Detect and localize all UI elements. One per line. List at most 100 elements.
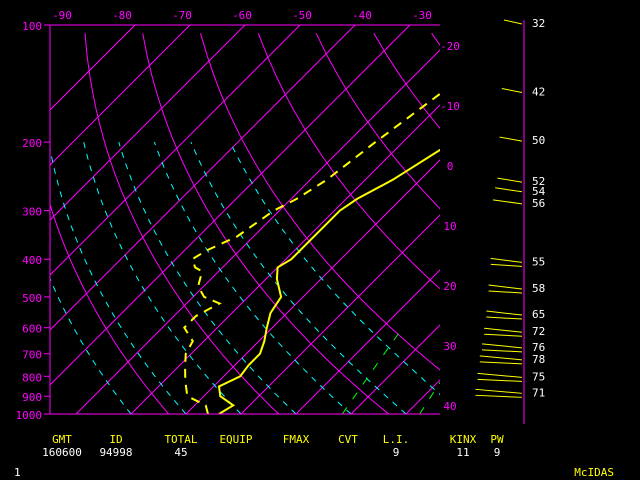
temperature-profile (217, 148, 440, 414)
wind-barb (488, 284, 523, 290)
top-temp-label: -70 (172, 9, 192, 22)
isotherm (626, 25, 640, 414)
pressure-label: 500 (22, 292, 42, 305)
dry-adiabat (373, 32, 440, 129)
wind-barb-flag (486, 316, 523, 320)
moist-adiabat (229, 141, 440, 396)
top-temp-label: -90 (52, 9, 72, 22)
dewpoint-profile (183, 92, 440, 414)
wind-barb-flag (488, 290, 523, 294)
dry-adiabat (257, 33, 440, 290)
index-header: CVT (338, 433, 358, 446)
right-temp-label: 30 (443, 340, 456, 353)
index-header: FMAX (283, 433, 310, 446)
wind-barb-label: 72 (532, 325, 545, 338)
wind-barb (503, 19, 523, 25)
dry-adiabat (200, 33, 440, 371)
index-header: KINX (450, 433, 477, 446)
isotherm (571, 25, 640, 414)
wind-barb (484, 327, 523, 333)
mixing-ratio-line (477, 328, 531, 414)
wind-barb-label: 42 (532, 85, 545, 98)
index-value: 45 (174, 446, 187, 459)
top-temp-label: -50 (292, 9, 312, 22)
wind-barb-flag (479, 361, 523, 365)
wind-barb (479, 355, 523, 361)
wind-barb-label: 50 (532, 134, 545, 147)
index-value: 94998 (99, 446, 132, 459)
pressure-label: 600 (22, 323, 42, 336)
pressure-label: 1000 (16, 409, 43, 422)
top-temp-label: -30 (412, 9, 432, 22)
pressure-label: 200 (22, 137, 42, 150)
moist-adiabat (50, 145, 187, 414)
top-temp-label: -80 (112, 9, 132, 22)
wind-barb-flag (490, 263, 523, 267)
index-header: PW (490, 433, 504, 446)
isotherm (50, 25, 301, 276)
mixing-ratio-line (629, 328, 640, 414)
wind-barb (475, 388, 523, 394)
dry-adiabat (142, 33, 390, 414)
wind-barb-label: 55 (532, 255, 545, 268)
wind-barb-label: 54 (532, 185, 546, 198)
moist-adiabat (118, 141, 297, 414)
wind-barb-label: 76 (532, 341, 545, 354)
isotherm (295, 269, 440, 414)
dry-adiabat (605, 33, 640, 422)
index-header: ID (109, 433, 122, 446)
moist-adiabat (190, 141, 407, 414)
dry-adiabat (50, 202, 170, 414)
wind-barb-label: 32 (532, 17, 545, 30)
wind-barb-label: 52 (532, 175, 545, 188)
right-temp-label: 40 (443, 400, 456, 413)
wind-barb-label: 75 (532, 370, 545, 383)
wind-barb-flag (477, 378, 523, 382)
index-header: L.I. (383, 433, 410, 446)
wind-barb-label: 56 (532, 197, 545, 210)
index-value: 9 (494, 446, 501, 459)
dry-adiabat (547, 33, 640, 422)
footer-frame-number: 1 (14, 466, 21, 479)
isotherm (405, 379, 440, 414)
isotherm (350, 324, 440, 414)
wind-barb-label: 71 (532, 386, 545, 399)
wind-barb (492, 199, 523, 205)
index-header: EQUIP (219, 433, 252, 446)
index-header: TOTAL (164, 433, 197, 446)
isotherm (461, 25, 640, 414)
footer-brand: McIDAS (574, 466, 614, 479)
wind-barb (490, 257, 523, 263)
plot-area (50, 25, 640, 422)
isotherm (50, 25, 411, 386)
isotherm (50, 25, 136, 111)
dry-adiabat (84, 33, 280, 414)
isotherm (185, 159, 440, 414)
mixing-ratio-line (592, 328, 640, 414)
wind-barb-label: 58 (532, 282, 545, 295)
pressure-label: 700 (22, 349, 42, 362)
right-temp-label: 20 (443, 280, 456, 293)
index-value: 9 (393, 446, 400, 459)
wind-barb (499, 136, 523, 142)
wind-barb (477, 372, 523, 378)
right-temp-label: -10 (440, 100, 460, 113)
pressure-label: 100 (22, 20, 42, 33)
right-temp-label: -20 (440, 40, 460, 53)
isotherm (130, 104, 440, 414)
wind-barb (497, 177, 523, 183)
right-temp-label: 10 (443, 220, 456, 233)
pressure-label: 800 (22, 371, 42, 384)
right-temp-label: 0 (447, 160, 454, 173)
top-temp-label: -40 (352, 9, 372, 22)
wind-barb (495, 187, 523, 193)
moist-adiabat (83, 141, 242, 414)
index-header: GMT (52, 433, 72, 446)
pressure-label: 900 (22, 391, 42, 404)
pressure-label: 400 (22, 254, 42, 267)
isotherm (50, 25, 356, 331)
wind-barb-flag (475, 394, 523, 398)
top-temp-label: -60 (232, 9, 252, 22)
